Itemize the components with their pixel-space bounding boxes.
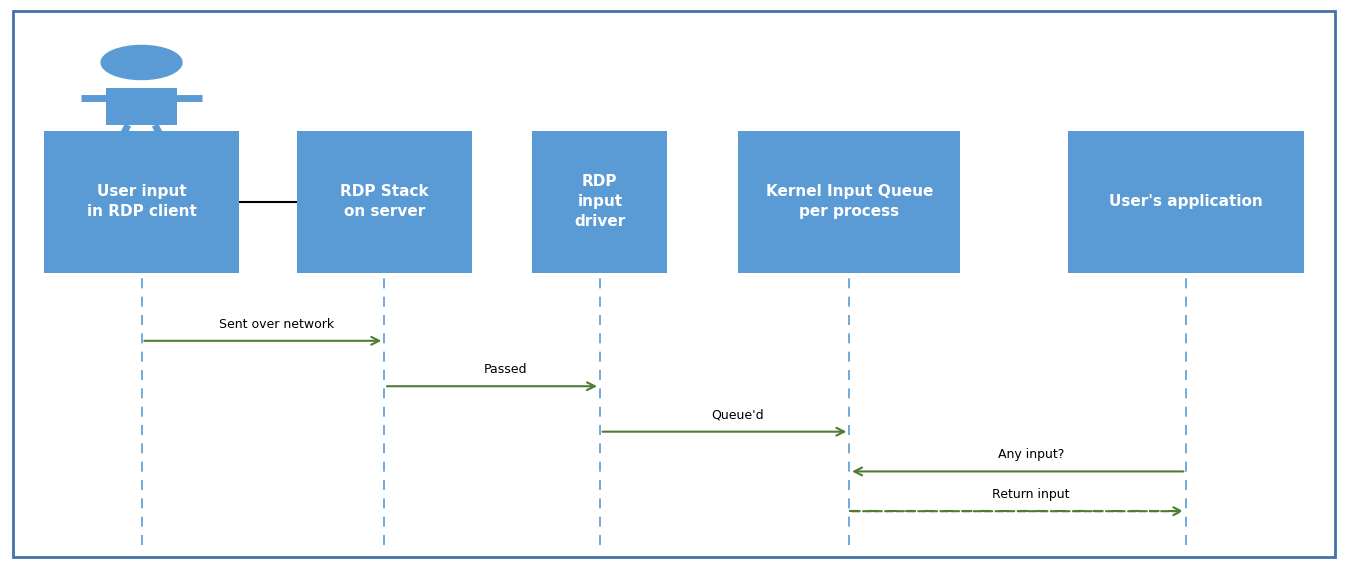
Text: Sent over network: Sent over network xyxy=(218,318,334,331)
FancyBboxPatch shape xyxy=(43,131,240,273)
Circle shape xyxy=(101,45,182,80)
Text: User's application: User's application xyxy=(1109,194,1263,209)
Text: Return input: Return input xyxy=(992,488,1070,501)
FancyBboxPatch shape xyxy=(532,131,667,273)
Text: User input
in RDP client: User input in RDP client xyxy=(86,184,197,219)
FancyBboxPatch shape xyxy=(739,131,960,273)
Text: RDP
input
driver: RDP input driver xyxy=(574,174,625,229)
Text: Kernel Input Queue
per process: Kernel Input Queue per process xyxy=(766,184,933,219)
FancyBboxPatch shape xyxy=(1068,131,1305,273)
Text: Any input?: Any input? xyxy=(998,448,1065,461)
Text: RDP Stack
on server: RDP Stack on server xyxy=(340,184,429,219)
Text: Queue'd: Queue'd xyxy=(712,408,764,421)
FancyBboxPatch shape xyxy=(297,131,472,273)
FancyBboxPatch shape xyxy=(106,88,177,125)
Text: Passed: Passed xyxy=(484,363,527,376)
